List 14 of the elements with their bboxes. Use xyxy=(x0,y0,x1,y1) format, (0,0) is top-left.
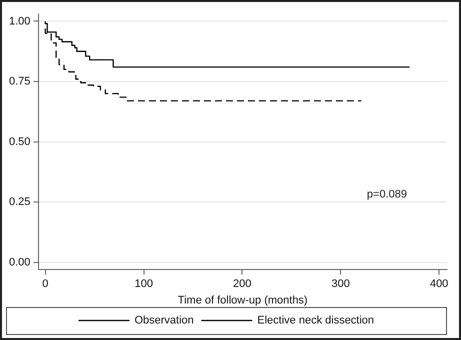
y-tick-label: 0.50 xyxy=(8,136,30,148)
x-tick-label: 400 xyxy=(430,278,448,290)
y-tick-label: 0.00 xyxy=(8,256,30,268)
x-tick-label: 0 xyxy=(42,278,48,290)
x-tick-label: 300 xyxy=(331,278,350,290)
y-tick-label: 0.25 xyxy=(8,196,30,208)
annotation: p=0.089 xyxy=(366,188,407,201)
y-tick-label: 0.75 xyxy=(8,76,30,88)
legend-label: Observation xyxy=(134,314,194,327)
x-tick-label: 100 xyxy=(134,278,153,290)
y-tick-label: 1.00 xyxy=(8,15,30,28)
x-axis-title: Time of follow-up (months) xyxy=(178,294,308,306)
x-tick-label: 200 xyxy=(233,278,252,290)
legend-label: Elective neck dissection xyxy=(257,314,374,327)
